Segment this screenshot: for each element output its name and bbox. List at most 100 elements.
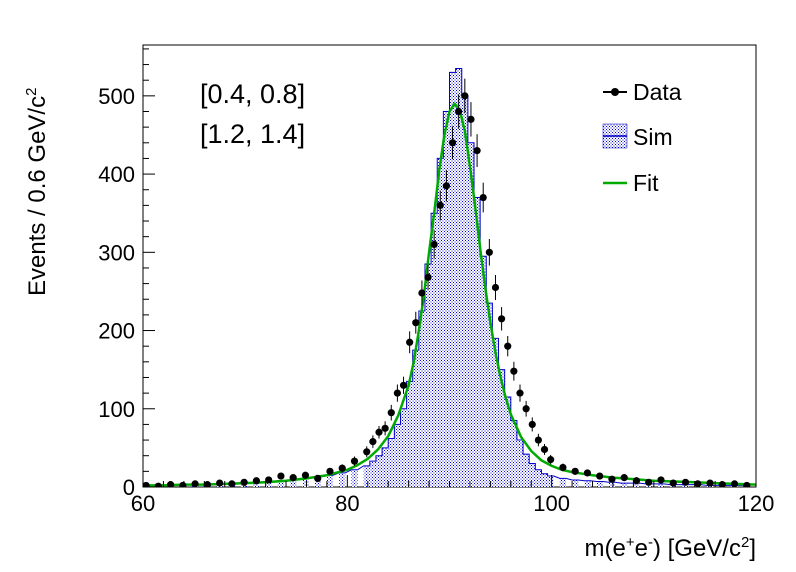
data-point — [571, 467, 579, 475]
data-point — [314, 474, 322, 482]
data-point — [534, 433, 542, 447]
data-point — [479, 182, 487, 213]
y-axis-title: Events / 0.6 GeV/c2 — [23, 88, 51, 296]
sim-bin — [302, 478, 309, 487]
sim-bin — [443, 111, 450, 487]
data-point — [393, 384, 401, 402]
legend-label-fit: Fit — [633, 170, 659, 196]
data-point — [522, 400, 530, 417]
sim-histogram-layer — [143, 67, 750, 487]
y-tick-label: 300 — [98, 240, 135, 265]
data-point — [381, 421, 389, 436]
sim-bin — [424, 264, 432, 487]
legend-label-sim: Sim — [633, 124, 673, 150]
data-point — [516, 384, 524, 402]
data-point — [350, 456, 359, 466]
data-point — [467, 102, 475, 137]
data-point — [252, 477, 261, 485]
data-point — [510, 361, 518, 381]
data-point — [681, 478, 690, 486]
data-point — [559, 463, 567, 472]
sim-bin — [633, 483, 640, 487]
sim-bin — [541, 473, 548, 487]
data-point — [166, 481, 175, 487]
data-point — [412, 311, 420, 334]
x-axis: 60 80 100 120 — [131, 475, 774, 516]
legend-data-marker — [611, 88, 619, 96]
sim-bin — [461, 95, 468, 487]
sim-bin — [510, 420, 517, 487]
data-point — [596, 472, 604, 480]
data-point — [363, 446, 371, 458]
data-point — [265, 476, 273, 484]
data-point — [528, 417, 536, 432]
data-point — [547, 454, 555, 465]
sim-bin — [529, 463, 536, 487]
sim-bin — [547, 476, 554, 487]
data-point — [143, 481, 150, 487]
sim-bin — [584, 480, 591, 487]
x-axis-title: m(e+e-) [GeV/c2] — [584, 534, 756, 562]
sim-bin — [455, 68, 462, 487]
sim-bin — [621, 483, 628, 487]
sim-bin — [418, 310, 425, 487]
data-point — [706, 479, 714, 487]
sim-bin — [265, 481, 272, 487]
sim-bin — [339, 472, 346, 487]
data-point — [154, 482, 162, 487]
data-point — [455, 94, 463, 129]
data-point — [743, 481, 751, 487]
sim-bin — [400, 408, 407, 487]
x-tick-label: 100 — [533, 491, 570, 516]
sim-bin — [535, 469, 542, 487]
sim-bin — [277, 480, 284, 487]
sim-bin — [369, 461, 376, 487]
data-point — [608, 475, 616, 483]
data-point — [289, 474, 297, 482]
data-point — [424, 264, 432, 290]
sim-bin — [608, 482, 616, 487]
data-point — [730, 480, 739, 487]
data-point — [387, 404, 395, 421]
data-point — [216, 479, 224, 487]
y-tick-label: 0 — [123, 475, 135, 500]
data-point — [436, 190, 444, 221]
y-tick-label: 100 — [98, 397, 135, 422]
x-tick-label: 80 — [335, 491, 359, 516]
data-point — [669, 479, 677, 487]
sim-bin — [559, 478, 566, 487]
sim-bin — [388, 438, 395, 487]
data-point — [540, 443, 549, 455]
sim-bin — [572, 479, 579, 487]
data-point — [583, 469, 592, 477]
sim-bin — [437, 158, 444, 487]
sim-bin — [375, 455, 383, 487]
annotation-range-2: [1.2, 1.4] — [200, 119, 305, 149]
sim-bin — [486, 303, 493, 487]
data-point — [369, 435, 377, 448]
data-point — [657, 476, 665, 484]
sim-bin — [498, 369, 505, 487]
sim-bin — [523, 454, 530, 487]
sim-bin — [474, 197, 481, 487]
data-point — [473, 134, 481, 168]
sim-bin — [504, 397, 511, 487]
sim-bin — [449, 72, 456, 487]
data-point — [491, 274, 500, 301]
data-point — [620, 474, 628, 482]
data-point — [448, 126, 457, 160]
data-point — [301, 471, 310, 479]
data-point — [375, 425, 383, 439]
data-point — [442, 170, 451, 202]
sim-bin — [657, 483, 665, 487]
data-point — [203, 481, 211, 487]
data-point — [430, 230, 438, 259]
data-point — [191, 480, 199, 487]
data-point — [485, 239, 493, 266]
data-point — [326, 467, 334, 475]
data-point — [461, 78, 469, 114]
data-points-layer — [143, 78, 751, 487]
sim-bin — [467, 142, 475, 487]
sim-bin — [412, 350, 419, 487]
